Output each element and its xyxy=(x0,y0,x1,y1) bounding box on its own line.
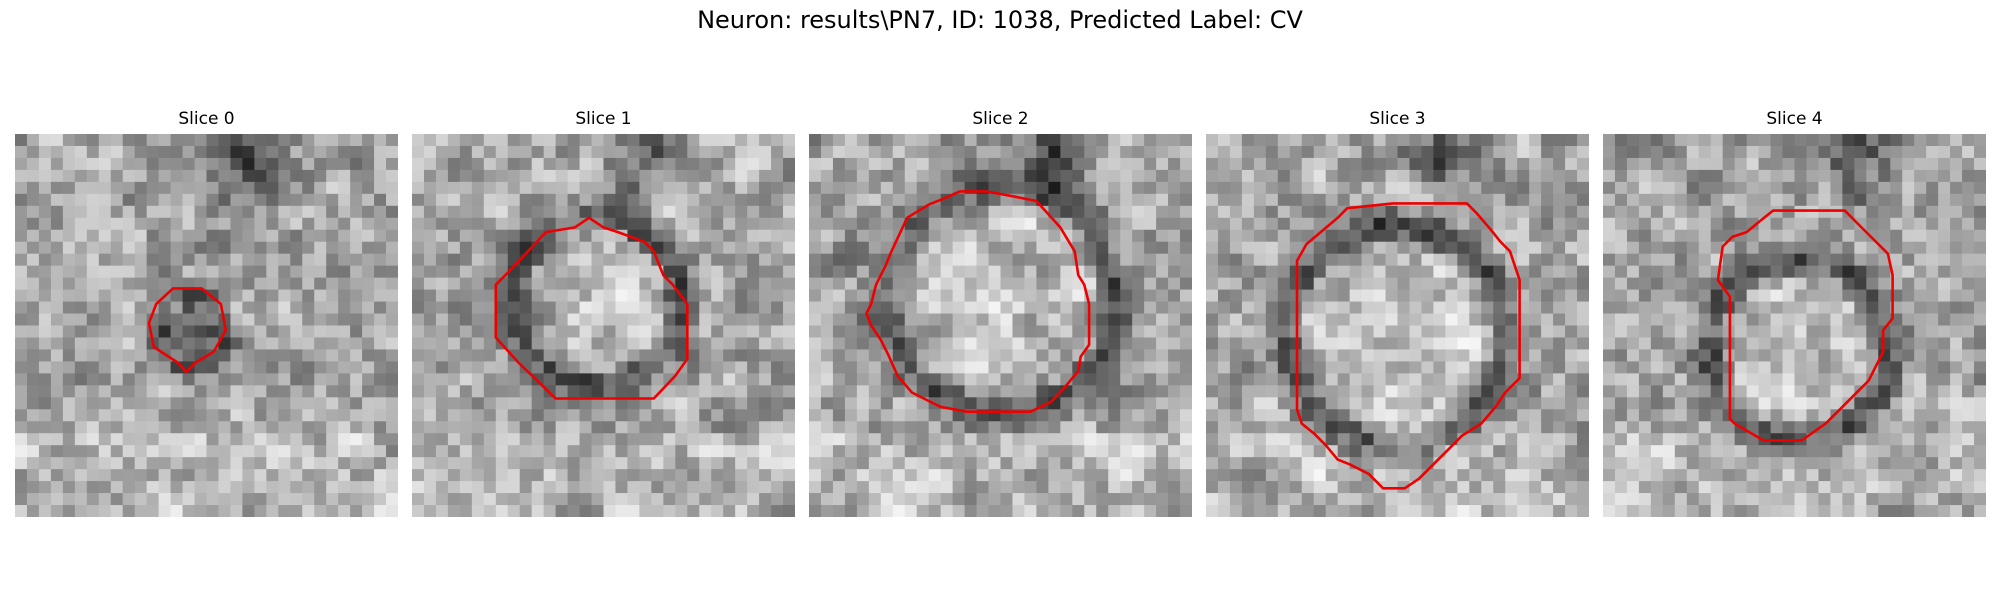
pixel-grid xyxy=(809,134,1192,517)
slice-panel-3: Slice 3 xyxy=(1206,108,1589,518)
slice-image-0 xyxy=(15,134,398,517)
contour-outline-1 xyxy=(494,216,689,400)
figure-title: Neuron: results\PN7, ID: 1038, Predicted… xyxy=(697,6,1303,34)
slice-title-4: Slice 4 xyxy=(1766,109,1823,129)
slice-panel-0: Slice 0 xyxy=(15,108,398,518)
pixel-grid xyxy=(412,134,795,517)
slice-title-0: Slice 0 xyxy=(178,109,235,129)
slice-svg-2 xyxy=(809,134,1192,517)
slice-image-4 xyxy=(1603,134,1986,517)
contour-outline-0 xyxy=(147,287,227,374)
slice-image-2 xyxy=(809,134,1192,517)
pixel-grid xyxy=(15,134,398,517)
contour-outline-4 xyxy=(1716,209,1894,442)
slice-panel-1: Slice 1 xyxy=(412,108,795,518)
slice-svg-0 xyxy=(15,134,398,517)
slice-panels: Slice 0 Slice 1 Slice 2 Slice 3 Slice 4 xyxy=(15,108,1986,518)
slice-title-3: Slice 3 xyxy=(1369,109,1426,129)
slice-svg-4 xyxy=(1603,134,1986,517)
slice-image-1 xyxy=(412,134,795,517)
pixel-grid xyxy=(1206,134,1589,517)
slice-svg-3 xyxy=(1206,134,1589,517)
contour-outline-2 xyxy=(865,190,1091,414)
contour-outline-3 xyxy=(1295,202,1521,490)
slice-panel-4: Slice 4 xyxy=(1603,108,1986,518)
slice-title-2: Slice 2 xyxy=(972,109,1029,129)
pixel-grid xyxy=(1603,134,1986,517)
slice-title-1: Slice 1 xyxy=(575,109,632,129)
slice-image-3 xyxy=(1206,134,1589,517)
slice-panel-2: Slice 2 xyxy=(809,108,1192,518)
slice-svg-1 xyxy=(412,134,795,517)
